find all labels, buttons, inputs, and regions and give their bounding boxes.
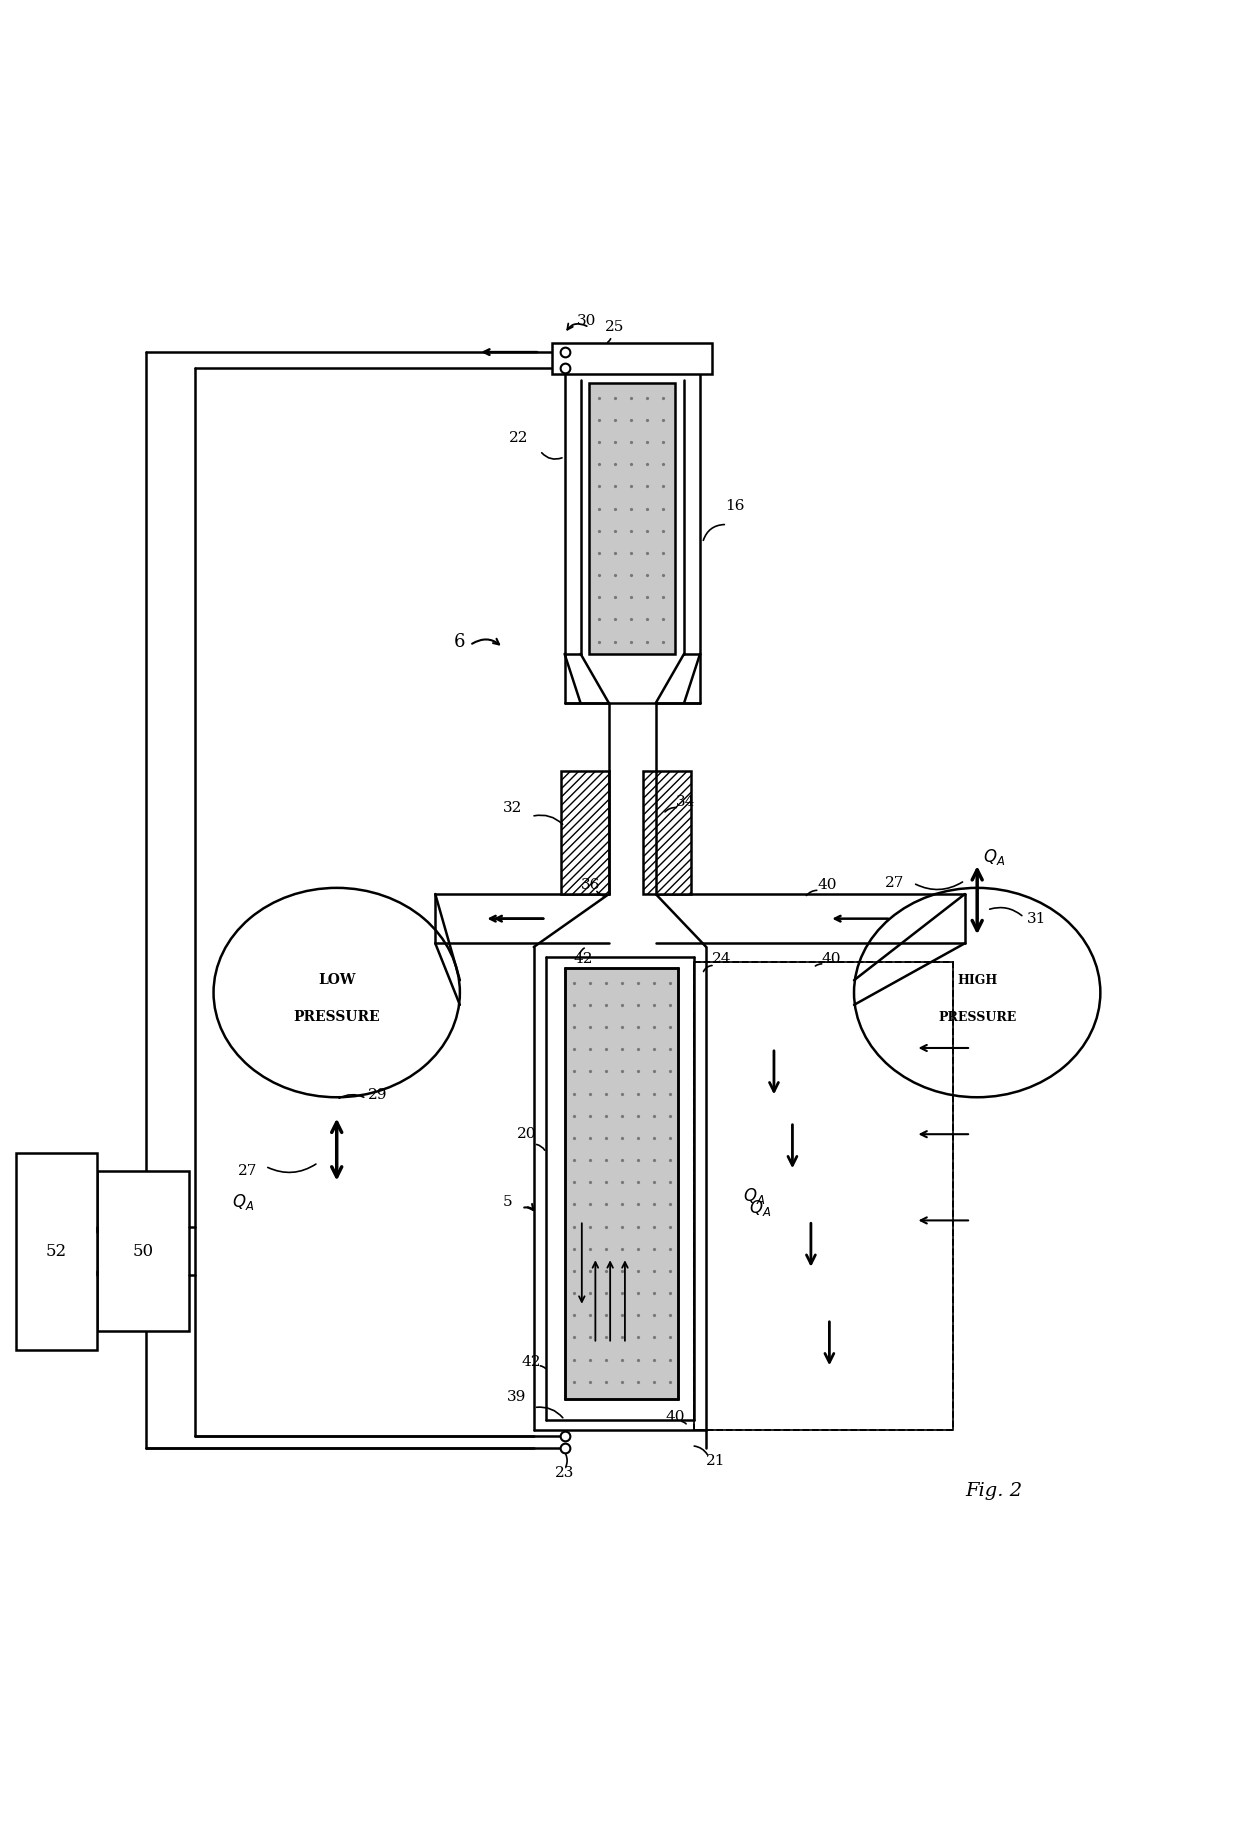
Bar xyxy=(694,962,952,1429)
Bar xyxy=(560,770,609,894)
Text: Fig. 2: Fig. 2 xyxy=(965,1482,1022,1500)
Bar xyxy=(16,1153,97,1350)
Bar xyxy=(694,962,952,1429)
Text: PRESSURE: PRESSURE xyxy=(937,1011,1017,1024)
Text: LOW: LOW xyxy=(317,973,356,987)
Bar xyxy=(552,343,712,374)
Text: HIGH: HIGH xyxy=(957,975,997,987)
Text: 50: 50 xyxy=(133,1243,154,1259)
Text: 27: 27 xyxy=(885,876,904,891)
Text: 40: 40 xyxy=(822,953,842,965)
Text: 39: 39 xyxy=(507,1389,526,1403)
Text: $Q_A$: $Q_A$ xyxy=(749,1197,771,1217)
Text: 23: 23 xyxy=(554,1465,574,1480)
Text: 40: 40 xyxy=(666,1411,684,1425)
Text: 29: 29 xyxy=(367,1088,387,1102)
Bar xyxy=(644,770,692,894)
Text: 21: 21 xyxy=(707,1453,725,1467)
Text: 16: 16 xyxy=(724,498,744,513)
Bar xyxy=(564,967,678,1400)
Text: $Q_A$: $Q_A$ xyxy=(743,1186,765,1206)
Text: 20: 20 xyxy=(517,1128,536,1141)
Text: 30: 30 xyxy=(577,314,596,328)
Bar xyxy=(97,1172,188,1330)
Text: $Q_A$: $Q_A$ xyxy=(232,1192,254,1212)
Text: PRESSURE: PRESSURE xyxy=(294,1011,379,1024)
Text: 6: 6 xyxy=(454,633,465,650)
Text: 34: 34 xyxy=(676,794,694,808)
Text: 36: 36 xyxy=(580,878,600,892)
Bar xyxy=(589,383,676,653)
Text: 24: 24 xyxy=(712,953,732,965)
Text: 25: 25 xyxy=(605,321,625,334)
Text: 42: 42 xyxy=(522,1354,541,1369)
Text: $Q_A$: $Q_A$ xyxy=(983,847,1006,867)
Text: 40: 40 xyxy=(817,878,837,892)
Text: 31: 31 xyxy=(1027,912,1045,925)
Text: 52: 52 xyxy=(46,1243,67,1259)
Text: 5: 5 xyxy=(503,1195,512,1208)
Text: 32: 32 xyxy=(503,801,522,814)
Text: 42: 42 xyxy=(573,953,593,965)
Text: 27: 27 xyxy=(238,1164,258,1179)
Text: 22: 22 xyxy=(510,431,528,445)
